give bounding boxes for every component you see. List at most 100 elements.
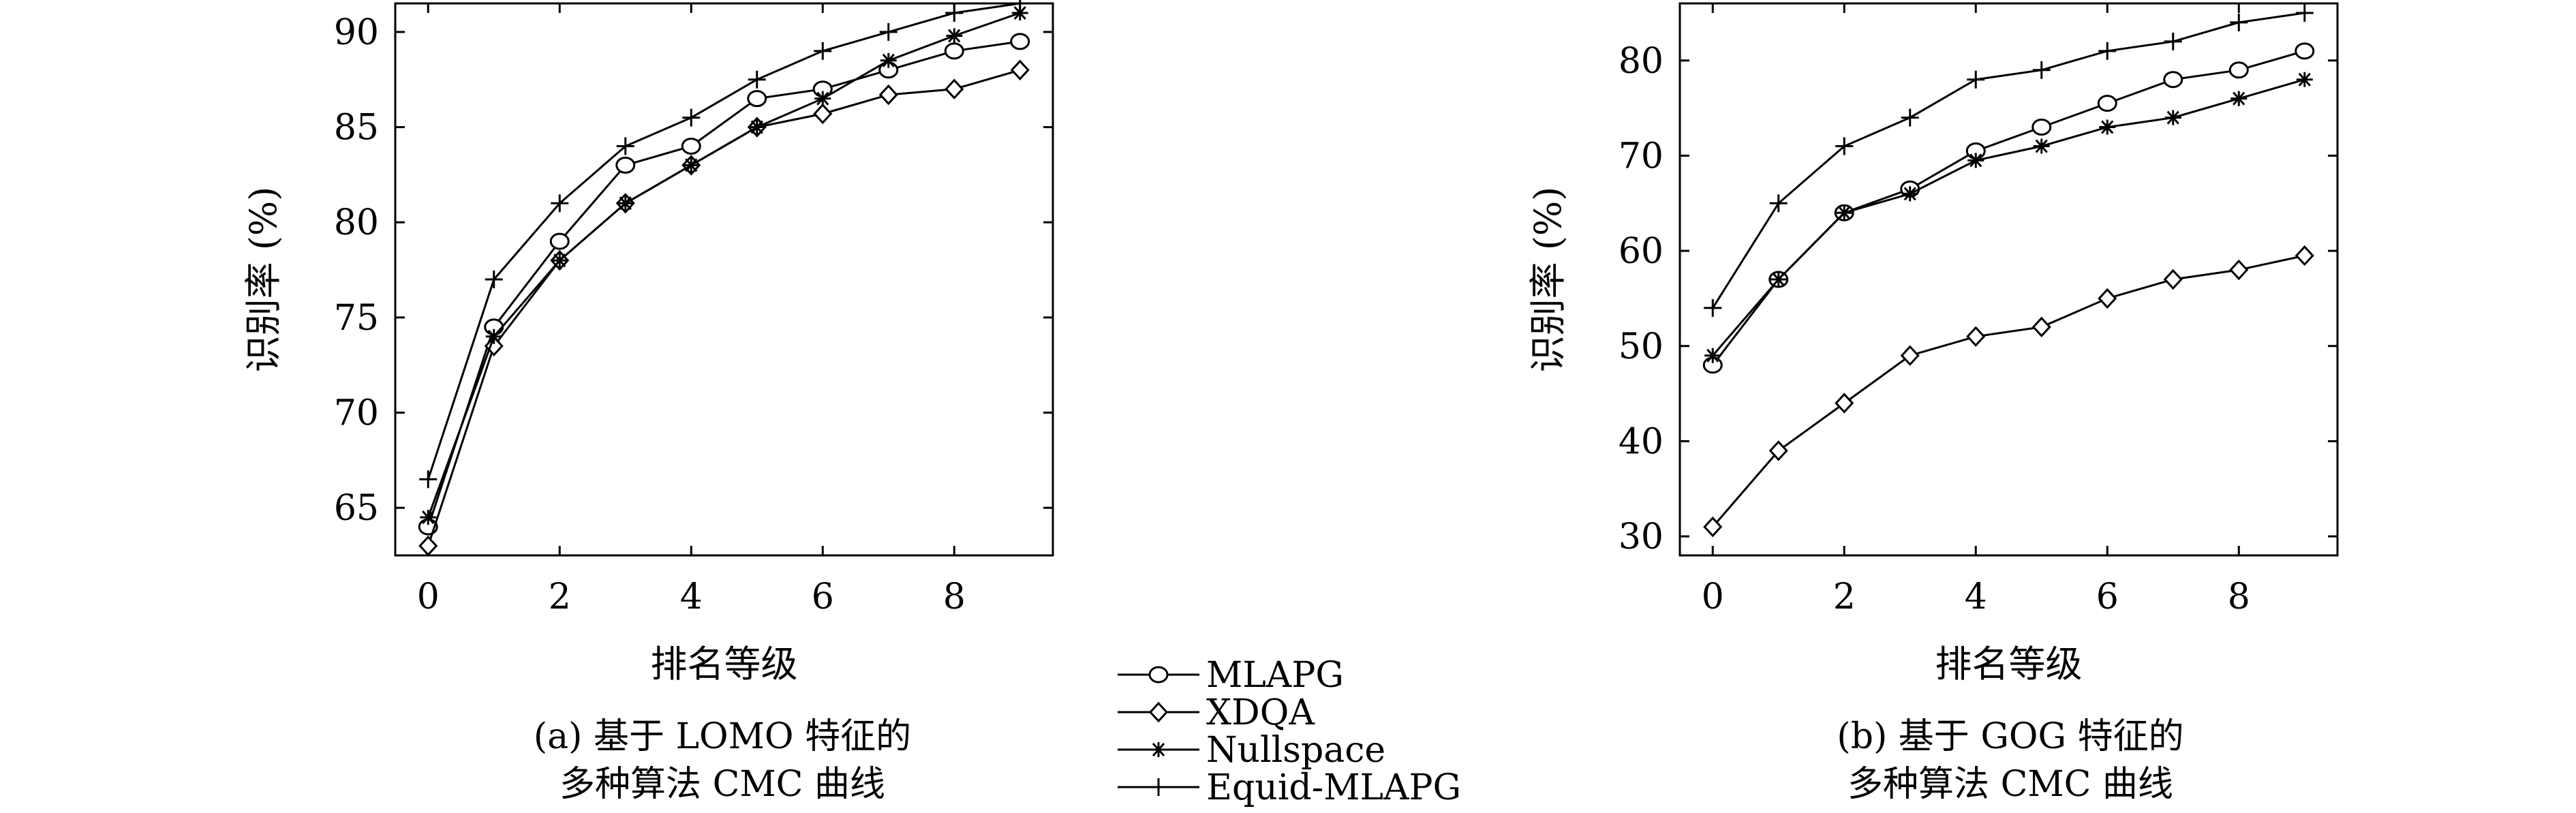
data-point-equid-mlapg-a: [682, 108, 701, 127]
data-point-xdqa-a: [418, 535, 438, 557]
data-point-equid-mlapg-a: [616, 137, 634, 155]
caption-b-line1: (b) 基于 GOG 特征的: [1837, 716, 2183, 757]
data-point-xdqa-a: [813, 103, 833, 125]
y-tick-label-a: 85: [334, 108, 379, 149]
data-point-nullspace-b: [2033, 138, 2050, 154]
legend-item: Equid-MLAPG: [1118, 767, 1461, 808]
data-point-nullspace-b: [2164, 110, 2181, 125]
x-tick-label-b: 4: [1965, 577, 1987, 617]
legend-item: Nullspace: [1118, 730, 1385, 771]
data-point-nullspace-a: [1011, 5, 1028, 20]
data-point-equid-mlapg-b: [1901, 108, 1919, 127]
caption-b-line2: 多种算法 CMC 曲线: [1847, 764, 2173, 805]
data-point-equid-mlapg-b: [2098, 42, 2117, 60]
x-tick-label-a: 0: [417, 577, 440, 617]
data-point-mlapg-b: [2163, 71, 2183, 89]
captions: (a) 基于 LOMO 特征的 多种算法 CMC 曲线 (b) 基于 GOG 特…: [534, 716, 2184, 805]
data-point-nullspace-b: [2296, 72, 2313, 87]
legend-marker: [1150, 742, 1167, 757]
caption-a-line1: (a) 基于 LOMO 特征的: [534, 716, 911, 757]
y-tick-label-b: 80: [1619, 41, 1663, 82]
series-line-equid-mlapg-a: [427, 2, 1021, 480]
plot-frame-a: [394, 2, 1054, 557]
data-point-equid-mlapg-a: [945, 3, 964, 22]
data-point-equid-mlapg-a: [814, 42, 832, 60]
data-point-equid-mlapg-a: [1011, 0, 1029, 12]
data-point-mlapg-b: [2097, 95, 2117, 112]
data-point-xdqa-b: [2031, 316, 2051, 338]
data-point-xdqa-b: [1768, 440, 1788, 461]
series-line-xdqa-b: [1712, 254, 2305, 528]
legend-label: Equid-MLAPG: [1206, 767, 1461, 808]
legend-marker: [1148, 666, 1169, 684]
data-point-nullspace-a: [420, 510, 437, 525]
data-point-xdqa-b: [1966, 326, 1986, 348]
x-tick-label-b: 0: [1702, 577, 1724, 617]
data-point-xdqa-b: [2163, 269, 2183, 290]
series-line-mlapg-b: [1712, 50, 2305, 366]
data-point-nullspace-b: [1901, 186, 1918, 202]
chart-a: 0 2 4 6 8 65 70 75 80 85 90 排名等级 识别率 (%): [242, 0, 1054, 686]
series-line-xdqa-a: [427, 69, 1021, 547]
data-point-nullspace-a: [814, 91, 831, 106]
data-point-equid-mlapg-a: [419, 470, 438, 489]
data-point-equid-mlapg-b: [1967, 70, 1985, 89]
data-point-equid-mlapg-a: [879, 22, 898, 41]
data-point-xdqa-a: [1010, 59, 1030, 80]
data-point-nullspace-b: [2099, 119, 2116, 135]
data-point-mlapg-b: [2295, 42, 2315, 60]
x-tick-label-a: 4: [680, 577, 703, 617]
data-point-xdqa-b: [2229, 259, 2249, 281]
data-point-equid-mlapg-a: [748, 70, 766, 89]
data-point-nullspace-a: [748, 119, 765, 135]
data-point-xdqa-b: [2098, 288, 2117, 309]
data-point-mlapg-b: [2031, 119, 2052, 136]
data-point-equid-mlapg-b: [2164, 32, 2182, 50]
y-tick-label-a: 65: [334, 488, 379, 529]
series-line-mlapg-a: [427, 40, 1021, 527]
data-point-xdqa-b: [2295, 245, 2314, 266]
y-axis-label-a: 识别率 (%): [242, 187, 285, 373]
data-point-equid-mlapg-b: [1704, 298, 1722, 317]
y-tick-label-b: 30: [1619, 517, 1663, 557]
data-point-mlapg-a: [549, 232, 570, 250]
data-point-equid-mlapg-b: [2230, 13, 2248, 31]
data-point-equid-mlapg-b: [2032, 61, 2051, 79]
series-line-equid-mlapg-b: [1712, 12, 2305, 309]
x-axis-label-a: 排名等级: [651, 643, 798, 686]
data-point-nullspace-b: [1770, 272, 1787, 287]
legend-label: MLAPG: [1206, 655, 1344, 696]
data-point-nullspace-a: [617, 196, 634, 211]
data-point-nullspace-a: [683, 157, 700, 173]
data-point-nullspace-b: [1967, 153, 1984, 168]
data-point-mlapg-a: [747, 90, 767, 108]
legend-marker: [1148, 701, 1169, 723]
x-tick-label-b: 6: [2096, 577, 2119, 617]
legend-item: XDQA: [1118, 692, 1315, 733]
data-point-xdqa-b: [1900, 345, 1920, 366]
data-point-equid-mlapg-b: [2295, 3, 2314, 22]
x-tick-label-a: 2: [549, 577, 571, 617]
data-point-nullspace-b: [2230, 91, 2248, 106]
y-tick-label-b: 60: [1619, 231, 1663, 272]
data-point-nullspace-a: [946, 28, 963, 44]
data-point-nullspace-b: [1704, 348, 1721, 363]
y-tick-label-a: 90: [334, 12, 379, 53]
data-point-xdqa-b: [1703, 516, 1723, 538]
data-point-nullspace-b: [1836, 205, 1853, 221]
data-point-xdqa-a: [878, 84, 898, 106]
data-point-mlapg-a: [681, 137, 701, 155]
y-tick-label-a: 80: [334, 202, 379, 243]
legend-label: Nullspace: [1206, 730, 1385, 771]
data-point-mlapg-a: [1010, 33, 1030, 50]
caption-a-line2: 多种算法 CMC 曲线: [559, 764, 885, 805]
series-line-nullspace-b: [1712, 78, 2305, 356]
x-axis-label-b: 排名等级: [1935, 643, 2083, 686]
y-tick-label-a: 70: [334, 393, 379, 434]
chart-b: 0 2 4 6 8 30 40 50 60 70 80 排名等级 识别率 (%): [1527, 2, 2339, 686]
data-point-mlapg-a: [944, 42, 964, 60]
x-tick-label-a: 6: [812, 577, 834, 617]
data-point-mlapg-a: [615, 156, 636, 174]
